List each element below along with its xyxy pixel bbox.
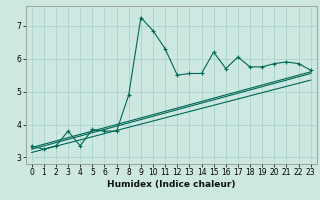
X-axis label: Humidex (Indice chaleur): Humidex (Indice chaleur)	[107, 180, 236, 189]
